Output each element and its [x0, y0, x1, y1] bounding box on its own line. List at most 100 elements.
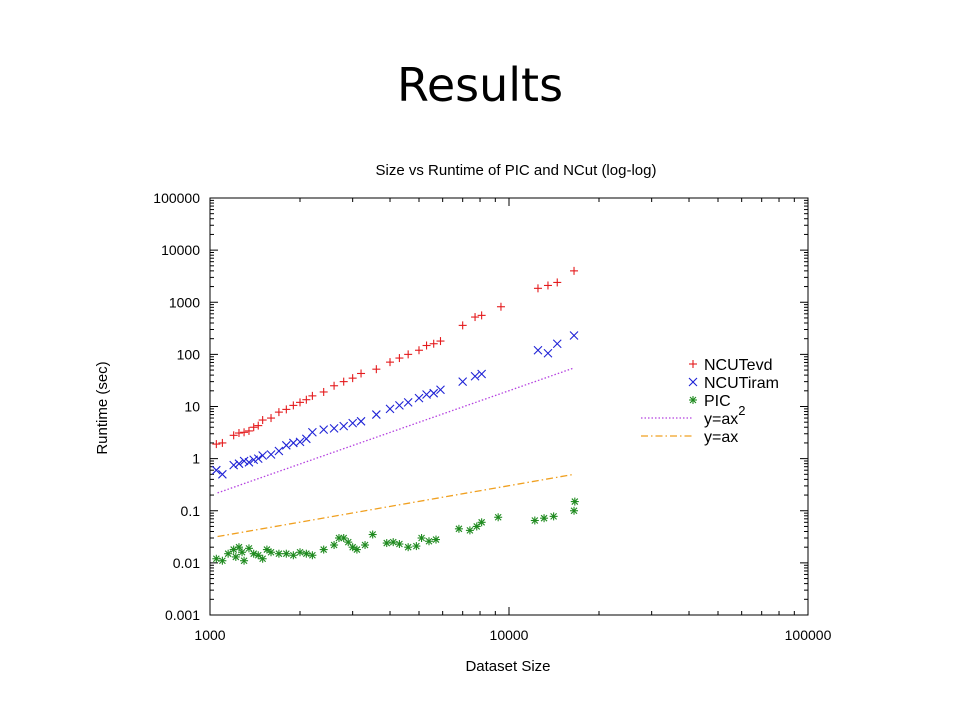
marker-stroke [288, 438, 298, 448]
point-ncutiram [569, 331, 579, 340]
point-pic [389, 538, 398, 547]
marker-stroke [494, 513, 502, 521]
marker-stroke [436, 385, 445, 395]
marker-stroke [429, 388, 439, 398]
y-tick-label: 0.01 [173, 555, 200, 571]
legend-label-text: NCUTiram [704, 375, 779, 392]
y-tick-label: 1 [192, 451, 200, 467]
point-ncutevd [458, 321, 467, 330]
marker-stroke [302, 550, 310, 558]
marker-stroke [307, 427, 317, 437]
point-ncutevd [319, 387, 328, 396]
point-ncutevd [308, 391, 317, 400]
slide-title: Results [396, 58, 564, 112]
point-pic [218, 556, 227, 565]
marker-stroke [254, 551, 262, 559]
point-pic [231, 552, 240, 561]
point-ncutiram [429, 388, 439, 398]
marker-stroke [403, 397, 413, 407]
marker-stroke [253, 454, 263, 464]
y-tick-label: 10000 [161, 242, 200, 258]
point-ncutevd [339, 377, 348, 386]
point-ncutiram [543, 348, 553, 358]
marker-stroke [414, 393, 424, 403]
marker-stroke [232, 553, 240, 561]
point-ncutevd [429, 339, 438, 348]
point-ncutevd [414, 346, 423, 355]
point-ncutiram [422, 390, 431, 399]
point-ncutiram [295, 437, 305, 447]
point-pic [308, 551, 317, 560]
marker-stroke [418, 534, 425, 542]
fit-lines [217, 367, 575, 538]
point-ncutiram [356, 416, 366, 426]
marker-stroke [543, 348, 553, 358]
point-pic [494, 513, 503, 522]
point-ncutevd [296, 398, 305, 407]
marker-stroke [339, 421, 349, 431]
legend-label-text: NCUTevd [704, 357, 772, 374]
point-pic [238, 548, 247, 557]
marker-stroke [329, 424, 339, 433]
point-ncutevd [274, 408, 283, 417]
point-ncutiram [319, 425, 329, 435]
point-ncutevd [267, 414, 276, 423]
marker-stroke [353, 546, 361, 553]
legend-label-text: y=ax [704, 429, 738, 446]
marker-stroke [404, 543, 412, 551]
point-ncutevd [533, 284, 542, 293]
marker-stroke [281, 440, 291, 450]
point-ncutevd [395, 354, 404, 363]
point-ncutevd [372, 365, 381, 374]
marker-stroke [689, 396, 697, 404]
y-tick-label: 1000 [169, 294, 200, 310]
point-pic [352, 545, 361, 554]
point-ncutiram [307, 427, 317, 437]
marker-stroke [455, 525, 463, 533]
point-pic [258, 554, 267, 563]
point-ncutiram [552, 339, 562, 349]
marker-stroke [531, 517, 539, 524]
point-pic [412, 542, 421, 551]
point-pic [330, 541, 339, 550]
legend-label-0: NCUTevd [704, 357, 772, 374]
point-ncutevd [553, 278, 562, 287]
point-pic [540, 514, 549, 523]
marker-stroke [361, 541, 369, 549]
marker-stroke [570, 507, 578, 515]
x-tick-label: 100000 [785, 627, 832, 643]
marker-stroke [466, 526, 474, 534]
legend-label-superscript: 2 [738, 403, 745, 418]
marker-stroke [282, 550, 290, 558]
point-ncutevd [258, 416, 267, 425]
point-pic [477, 518, 486, 527]
marker-stroke [275, 550, 283, 558]
point-ncutiram [477, 369, 487, 379]
marker-stroke [396, 540, 403, 548]
point-ncutiram [385, 404, 395, 414]
marker-stroke [569, 331, 579, 340]
marker-stroke [239, 456, 249, 466]
marker-stroke [349, 543, 357, 551]
marker-stroke [234, 459, 244, 469]
x-axis-label: Dataset Size [465, 658, 550, 675]
legend-label-text: y=ax [704, 411, 738, 428]
point-ncutevd [348, 374, 357, 383]
marker-stroke [244, 457, 254, 467]
legend-swatch-0 [689, 360, 697, 368]
marker-stroke [369, 531, 377, 538]
legend-label-2: PIC [704, 393, 731, 410]
point-ncutiram [458, 377, 468, 387]
data-points [211, 266, 579, 565]
point-ncutevd [229, 431, 238, 440]
point-ncutevd [570, 266, 579, 275]
point-ncutevd [254, 421, 263, 430]
marker-stroke [319, 425, 329, 435]
point-ncutiram [395, 401, 404, 410]
point-ncutevd [422, 341, 431, 350]
legend-swatch-2 [689, 396, 697, 404]
point-ncutevd [234, 429, 243, 438]
point-pic [549, 512, 558, 521]
point-ncutiram [339, 421, 349, 431]
